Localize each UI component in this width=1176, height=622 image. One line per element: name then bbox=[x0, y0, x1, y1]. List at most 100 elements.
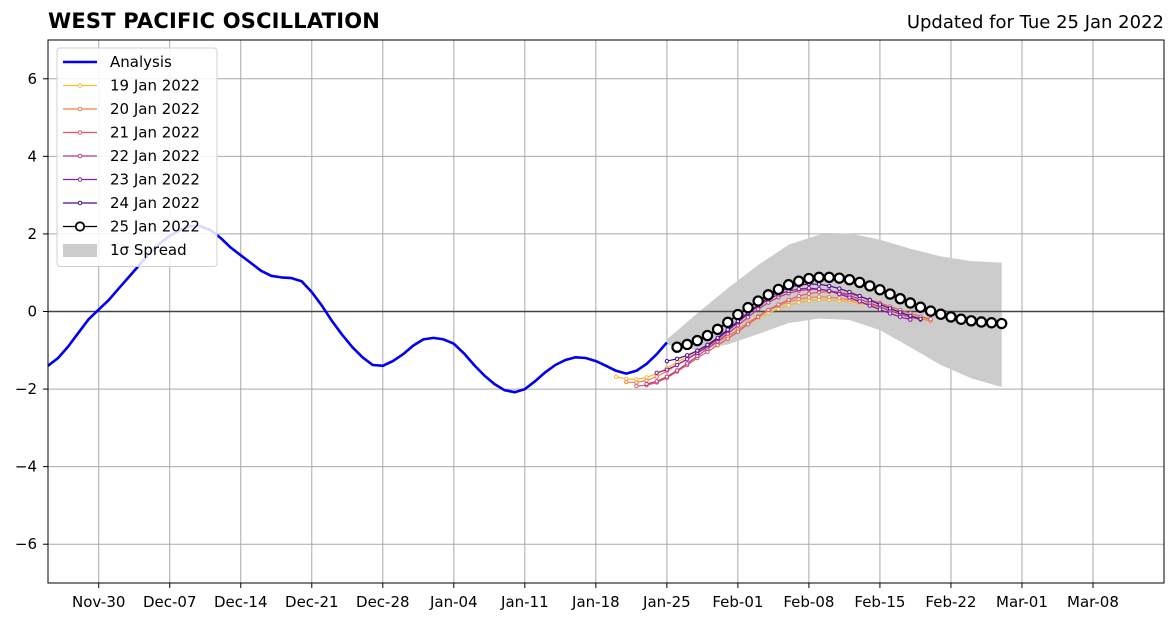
forecast-point bbox=[884, 288, 896, 300]
forecast-point bbox=[877, 307, 883, 312]
legend-label: 23 Jan 2022 bbox=[110, 171, 200, 189]
chart-title: WEST PACIFIC OSCILLATION bbox=[48, 9, 381, 33]
x-tick-label: Jan-11 bbox=[500, 593, 549, 611]
legend-label: 21 Jan 2022 bbox=[110, 124, 200, 142]
forecast-point bbox=[894, 293, 906, 305]
forecast-point bbox=[634, 383, 639, 389]
forecast-point bbox=[955, 313, 967, 325]
forecast-point bbox=[837, 291, 842, 297]
legend-entry: Analysis bbox=[63, 53, 172, 71]
forecast-point bbox=[816, 282, 822, 287]
forecast-point bbox=[664, 358, 670, 364]
forecast-point bbox=[664, 367, 670, 372]
x-tick-label: Jan-18 bbox=[571, 593, 620, 611]
forecast-point bbox=[671, 341, 683, 353]
forecast-point bbox=[827, 288, 832, 294]
forecast-point bbox=[786, 297, 791, 303]
forecast-point bbox=[755, 314, 761, 320]
forecast-point bbox=[684, 353, 690, 358]
forecast-point bbox=[813, 271, 825, 284]
forecast-point bbox=[705, 342, 710, 348]
forecast-point bbox=[691, 334, 704, 347]
forecast-point bbox=[945, 311, 957, 323]
forecast-point bbox=[674, 356, 680, 362]
legend-swatch-marker bbox=[77, 106, 83, 112]
forecast-point bbox=[833, 272, 846, 284]
x-tick-label: Dec-21 bbox=[285, 593, 339, 611]
x-tick-label: Feb-15 bbox=[854, 593, 905, 611]
forecast-point bbox=[674, 368, 680, 373]
updated-label: Updated for Tue 25 Jan 2022 bbox=[906, 12, 1164, 33]
y-tick-label: 4 bbox=[27, 147, 37, 165]
legend-swatch-marker bbox=[77, 83, 83, 88]
legend-label: 20 Jan 2022 bbox=[110, 100, 200, 118]
legend-swatch-marker bbox=[77, 153, 83, 159]
forecast-point bbox=[877, 302, 883, 307]
forecast-point bbox=[644, 378, 649, 383]
spread-band bbox=[666, 233, 1002, 388]
y-tick-label: −6 bbox=[15, 535, 37, 553]
forecast-point bbox=[864, 280, 876, 292]
forecast-point bbox=[681, 338, 693, 351]
forecast-point bbox=[762, 289, 775, 301]
forecast-point bbox=[684, 357, 690, 362]
x-tick-label: Jan-25 bbox=[642, 593, 691, 611]
forecast-point bbox=[796, 293, 801, 299]
forecast-point bbox=[803, 272, 815, 285]
legend-swatch-marker bbox=[77, 200, 83, 206]
forecast-point bbox=[827, 294, 832, 300]
forecast-point bbox=[793, 275, 805, 287]
forecast-point bbox=[995, 317, 1008, 330]
forecast-point bbox=[796, 286, 801, 292]
forecast-point bbox=[735, 329, 741, 334]
legend-entry: 24 Jan 2022 bbox=[63, 194, 200, 212]
forecast-point bbox=[847, 295, 852, 300]
legend-entry: 22 Jan 2022 bbox=[63, 147, 200, 165]
forecast-point bbox=[965, 315, 977, 327]
forecast-point bbox=[742, 301, 754, 314]
forecast-line bbox=[646, 288, 921, 385]
forecast-point bbox=[725, 327, 730, 332]
forecast-point bbox=[874, 284, 886, 296]
x-tick-label: Feb-08 bbox=[783, 593, 834, 611]
x-axis: Nov-30 Dec-07 Dec-14 Dec-21 Dec-28 Jan-04 Jan-… bbox=[72, 583, 1119, 611]
legend-entry: 21 Jan 2022 bbox=[63, 124, 200, 142]
y-tick-label: 0 bbox=[27, 303, 37, 321]
forecast-point bbox=[654, 374, 659, 379]
x-tick-label: Jan-04 bbox=[429, 593, 478, 611]
forecast-point bbox=[867, 303, 872, 308]
legend-box bbox=[56, 47, 218, 267]
legend-entry: 25 Jan 2022 bbox=[63, 218, 200, 236]
x-tick-label: Dec-07 bbox=[143, 593, 197, 611]
forecast-point bbox=[772, 283, 785, 296]
forecast-point bbox=[624, 379, 629, 385]
forecast-point bbox=[806, 291, 812, 296]
forecast-point bbox=[847, 289, 852, 295]
forecast-series bbox=[613, 271, 1008, 389]
forecast-point bbox=[796, 300, 801, 305]
y-axis: −6 −4 −2 0 2 4 6 bbox=[15, 70, 48, 553]
x-tick-label: Mar-08 bbox=[1067, 593, 1119, 611]
forecast-point bbox=[887, 311, 893, 316]
y-tick-label: −2 bbox=[15, 380, 37, 398]
forecast-point bbox=[722, 316, 734, 329]
forecast-point bbox=[766, 307, 771, 313]
legend-entry: 19 Jan 2022 bbox=[63, 77, 200, 95]
forecast-point bbox=[935, 308, 947, 320]
forecast-point bbox=[827, 283, 832, 289]
forecast-point bbox=[732, 308, 744, 321]
legend-label: 22 Jan 2022 bbox=[110, 147, 200, 165]
y-tick-label: −4 bbox=[15, 458, 37, 476]
forecast-point bbox=[837, 296, 842, 301]
forecast-point bbox=[684, 361, 690, 366]
forecast-point bbox=[634, 380, 639, 385]
forecast-point bbox=[928, 317, 933, 322]
forecast-point bbox=[715, 335, 720, 341]
forecast-point bbox=[908, 317, 913, 322]
forecast-point bbox=[786, 303, 791, 308]
x-tick-label: Dec-28 bbox=[356, 593, 410, 611]
forecast-point bbox=[715, 343, 720, 348]
legend-label: Analysis bbox=[110, 53, 172, 71]
forecast-point bbox=[806, 286, 812, 291]
